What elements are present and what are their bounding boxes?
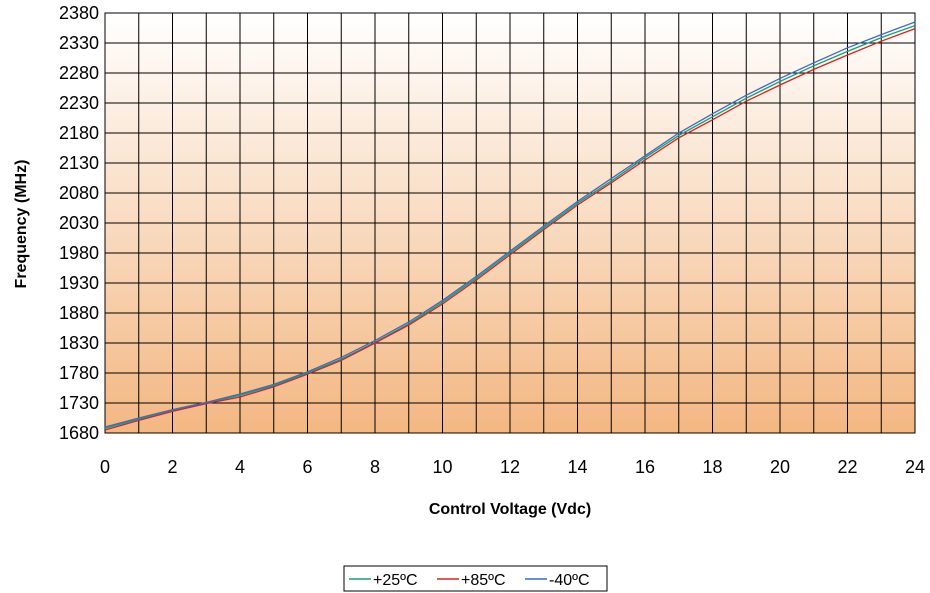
x-tick-label: 12 <box>500 457 520 477</box>
legend: +25ºC +85ºC -40ºC <box>343 565 608 592</box>
x-tick-label: 18 <box>702 457 722 477</box>
legend-label: -40ºC <box>549 572 590 589</box>
legend-box <box>343 565 608 592</box>
legend-label: +85ºC <box>461 572 506 589</box>
y-tick-label: 2280 <box>59 63 99 83</box>
x-tick-label: 16 <box>635 457 655 477</box>
y-tick-label: 1680 <box>59 423 99 443</box>
y-tick-label: 1730 <box>59 393 99 413</box>
x-tick-label: 2 <box>167 457 177 477</box>
x-tick-label: 20 <box>770 457 790 477</box>
y-tick-label: 2230 <box>59 93 99 113</box>
y-tick-label: 1980 <box>59 243 99 263</box>
y-tick-label: 1830 <box>59 333 99 353</box>
x-tick-label: 4 <box>235 457 245 477</box>
y-tick-label: 1930 <box>59 273 99 293</box>
x-tick-label: 0 <box>100 457 110 477</box>
series-line <box>104 21 916 428</box>
y-tick-label: 2180 <box>59 123 99 143</box>
grid <box>105 13 915 433</box>
y-tick-label: 2380 <box>59 3 99 23</box>
y-tick-label: 2080 <box>59 183 99 203</box>
x-tick-label: 22 <box>837 457 857 477</box>
x-tick-label: 24 <box>905 457 925 477</box>
series-lines <box>104 21 916 431</box>
y-axis-title: Frequency (MHz) <box>13 160 30 289</box>
y-tick-label: 1880 <box>59 303 99 323</box>
series-line <box>104 27 916 431</box>
x-tick-labels: 0 2 4 6 8 10 12 14 16 18 20 22 24 <box>100 457 925 477</box>
legend-label: +25ºC <box>373 572 418 589</box>
y-tick-label: 1780 <box>59 363 99 383</box>
x-axis-title: Control Voltage (Vdc) <box>429 501 591 518</box>
y-tick-label: 2130 <box>59 153 99 173</box>
series-line <box>104 24 916 429</box>
y-tick-labels: 1680 1730 1780 1830 1880 1930 1980 2030 2080 2130… <box>59 3 99 443</box>
x-tick-label: 10 <box>432 457 452 477</box>
x-tick-label: 6 <box>302 457 312 477</box>
x-tick-label: 14 <box>567 457 587 477</box>
x-tick-label: 8 <box>370 457 380 477</box>
y-tick-label: 2030 <box>59 213 99 233</box>
y-tick-label: 2330 <box>59 33 99 53</box>
